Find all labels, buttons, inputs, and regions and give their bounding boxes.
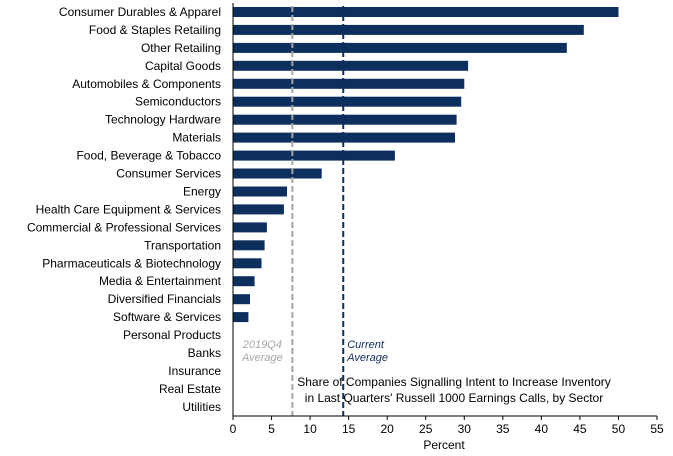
x-tick-label-11: 55	[650, 422, 664, 436]
category-label-1: Food & Staples Retailing	[89, 23, 221, 37]
category-label-17: Software & Services	[113, 310, 221, 324]
x-tick-label-7: 35	[496, 422, 510, 436]
bar-6	[233, 114, 457, 125]
category-label-22: Utilities	[182, 400, 221, 414]
x-axis-title: Percent	[423, 438, 465, 452]
category-label-14: Pharmaceuticals & Biotechnology	[42, 256, 221, 270]
bar-5	[233, 96, 462, 107]
x-tick-label-2: 10	[303, 422, 317, 436]
category-label-12: Commercial & Professional Services	[27, 220, 221, 234]
x-tick-label-9: 45	[573, 422, 587, 436]
bar-11	[233, 204, 284, 215]
bar-14	[233, 258, 262, 269]
category-label-0: Consumer Durables & Apparel	[59, 5, 221, 19]
bar-15	[233, 276, 255, 287]
category-label-9: Consumer Services	[116, 167, 221, 181]
x-tick-label-10: 50	[612, 422, 626, 436]
x-tick-label-4: 20	[381, 422, 395, 436]
bar-2	[233, 42, 567, 53]
bar-3	[233, 60, 469, 71]
category-label-3: Capital Goods	[145, 59, 221, 73]
category-label-16: Diversified Financials	[108, 292, 221, 306]
bars-group	[233, 7, 619, 323]
x-tick-label-5: 25	[419, 422, 433, 436]
reference-label-1-0: Current	[347, 339, 385, 351]
reference-label-1-1: Average	[346, 352, 388, 364]
x-tick-label-3: 15	[342, 422, 356, 436]
bar-8	[233, 150, 395, 161]
category-label-11: Health Care Equipment & Services	[36, 202, 221, 216]
category-label-15: Media & Entertainment	[99, 274, 222, 288]
x-tick-label-0: 0	[230, 422, 237, 436]
x-tick-label-1: 5	[268, 422, 275, 436]
category-label-8: Food, Beverage & Tobacco	[76, 149, 221, 163]
bar-9	[233, 168, 322, 179]
category-label-2: Other Retailing	[141, 41, 221, 55]
bar-10	[233, 186, 287, 197]
x-tick-label-8: 40	[535, 422, 549, 436]
x-axis-group: 0 5 10 15 20 25 30 35 40 45 50 55	[230, 3, 664, 436]
bar-13	[233, 240, 265, 251]
category-label-4: Automobiles & Components	[72, 77, 221, 91]
annotation-line-1: Share of Companies Signalling Intent to …	[297, 375, 611, 389]
category-label-7: Materials	[172, 131, 221, 145]
category-label-13: Transportation	[144, 238, 221, 252]
bar-16	[233, 294, 250, 305]
category-label-10: Energy	[183, 185, 221, 199]
category-label-5: Semiconductors	[135, 95, 221, 109]
bar-12	[233, 222, 267, 233]
category-labels-group: Consumer Durables & Apparel Food & Staple…	[27, 5, 222, 414]
reference-label-0-1: Average	[241, 352, 283, 364]
category-label-19: Banks	[188, 346, 221, 360]
bar-17	[233, 312, 249, 323]
category-label-6: Technology Hardware	[105, 113, 221, 127]
x-tick-label-6: 30	[458, 422, 472, 436]
reference-label-0-0: 2019Q4	[242, 339, 282, 351]
category-label-21: Real Estate	[159, 382, 221, 396]
bar-4	[233, 78, 465, 89]
annotation-group: Share of Companies Signalling Intent to …	[297, 375, 611, 405]
category-label-18: Personal Products	[123, 328, 221, 342]
bar-0	[233, 7, 619, 17]
bar-1	[233, 24, 584, 35]
category-label-20: Insurance	[168, 364, 221, 378]
annotation-line-2: in Last Quarters' Russell 1000 Earnings …	[305, 391, 603, 405]
